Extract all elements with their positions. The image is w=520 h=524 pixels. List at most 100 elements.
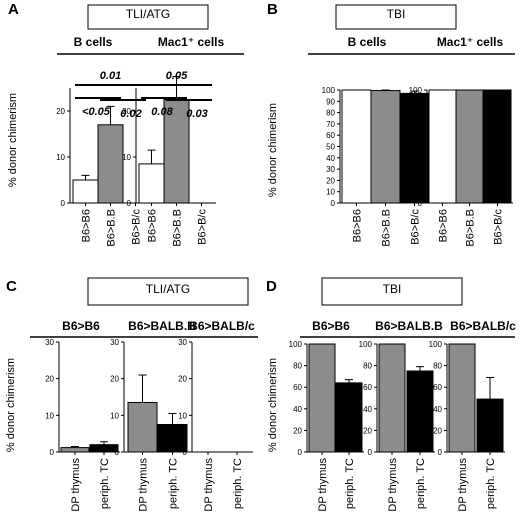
y-tick-label: 90 xyxy=(326,97,335,106)
p-value-label: 0.08 xyxy=(151,106,173,118)
y-axis-label: % donor chimerism xyxy=(5,358,17,452)
group-label: B6>BALB/c xyxy=(450,319,516,333)
x-tick-label: B6>B/c xyxy=(131,209,143,245)
x-tick-label: B6>B.B xyxy=(381,209,393,247)
x-tick-label: periph. TC xyxy=(168,458,180,509)
y-axis-label: % donor chimerism xyxy=(7,93,19,187)
x-tick-label: B6>B6 xyxy=(147,209,159,242)
y-tick-label: 0 xyxy=(418,199,423,208)
y-tick-label: 0 xyxy=(115,448,120,457)
y-tick-label: 80 xyxy=(413,109,422,118)
bar xyxy=(138,163,165,204)
y-tick-label: 80 xyxy=(433,362,442,371)
x-tick-label: B6>B/c xyxy=(493,209,505,245)
y-tick-label: 10 xyxy=(178,411,187,420)
panel-title: TLI/ATG xyxy=(146,282,190,296)
y-tick-label: 30 xyxy=(110,338,119,347)
y-tick-label: 10 xyxy=(110,411,119,420)
panel-label: D xyxy=(266,278,277,295)
panel-A: A TLI/ATG % donor chimerism B cells 0 10 20 B6>… xyxy=(7,1,244,247)
y-tick-label: 0 xyxy=(438,448,443,457)
x-tick-label: periph. TC xyxy=(415,458,427,509)
bar xyxy=(406,370,434,453)
group-label: B cells xyxy=(74,35,113,49)
bar xyxy=(476,398,504,453)
x-tick-label: DP thymus xyxy=(387,458,399,512)
bar xyxy=(60,447,90,453)
subplot-1: B6>B6 0 20 40 60 80 100 DP thymus periph. TC xyxy=(289,319,364,512)
y-tick-label: 20 xyxy=(178,375,187,384)
bar xyxy=(127,402,158,453)
bar xyxy=(448,343,476,453)
p-value-label: 0.03 xyxy=(186,108,207,120)
bar xyxy=(335,382,363,453)
group-label: Mac1⁺ cells xyxy=(158,35,225,49)
y-tick-label: 0 xyxy=(61,199,66,208)
panel-label: B xyxy=(267,1,278,18)
subplot-2: B6>BALB.B 0 20 40 60 80 100 DP thymus periph. TC xyxy=(359,319,444,512)
bar xyxy=(428,89,457,204)
panel-title: TBI xyxy=(383,282,402,296)
y-tick-label: 20 xyxy=(326,176,335,185)
y-axis-label: % donor chimerism xyxy=(267,103,279,197)
title-box xyxy=(87,4,209,30)
y-tick-label: 40 xyxy=(293,405,302,414)
y-tick-label: 0 xyxy=(127,199,132,208)
y-tick-label: 10 xyxy=(326,188,335,197)
p-value-label: 0.01 xyxy=(100,70,121,82)
x-tick-label: B6>B6 xyxy=(352,209,364,242)
y-tick-label: 30 xyxy=(178,338,187,347)
panel-C: C TLI/ATG % donor chimerism B6>B6 0 10 20 30 DP … xyxy=(5,277,258,512)
x-tick-label: periph. TC xyxy=(232,458,244,509)
y-tick-label: 100 xyxy=(359,340,373,349)
y-tick-label: 30 xyxy=(413,165,422,174)
y-tick-label: 20 xyxy=(413,176,422,185)
p-value-label: 0.05 xyxy=(166,70,188,82)
x-tick-label: B6>B/c xyxy=(197,209,209,245)
x-tick-label: periph. TC xyxy=(344,458,356,509)
panel-title: TLI/ATG xyxy=(126,7,170,21)
x-tick-label: DP thymus xyxy=(457,458,469,512)
subplot-2: Mac1⁺ cells 0 10 20 30 40 50 60 70 80 90 100 B6>B6 B6… xyxy=(409,35,513,247)
y-tick-label: 60 xyxy=(363,383,372,392)
bar xyxy=(378,343,406,453)
panel-title: TBI xyxy=(387,7,406,21)
y-tick-label: 10 xyxy=(122,153,131,162)
y-tick-label: 20 xyxy=(363,426,372,435)
y-tick-label: 0 xyxy=(50,448,55,457)
y-tick-label: 60 xyxy=(433,383,442,392)
title-box xyxy=(87,277,249,306)
y-tick-label: 80 xyxy=(363,362,372,371)
title-box xyxy=(321,277,463,306)
y-tick-label: 60 xyxy=(293,383,302,392)
y-tick-label: 60 xyxy=(326,131,335,140)
bar xyxy=(308,343,336,453)
x-tick-label: B6>B.B xyxy=(106,209,118,247)
group-label: B6>B6 xyxy=(312,319,350,333)
y-tick-label: 20 xyxy=(45,375,54,384)
group-label: B6>BALB.B xyxy=(128,319,196,333)
y-tick-label: 20 xyxy=(122,107,131,116)
subplot-1: B6>B6 0 10 20 30 DP thymus periph. TC xyxy=(45,319,120,512)
y-tick-label: 100 xyxy=(322,86,336,95)
y-tick-label: 30 xyxy=(326,165,335,174)
y-tick-label: 20 xyxy=(56,107,65,116)
group-label: B6>B6 xyxy=(62,319,100,333)
y-tick-label: 20 xyxy=(293,426,302,435)
y-tick-label: 80 xyxy=(326,109,335,118)
y-tick-label: 40 xyxy=(413,154,422,163)
y-tick-label: 90 xyxy=(413,97,422,106)
y-tick-label: 40 xyxy=(326,154,335,163)
x-tick-label: DP thymus xyxy=(203,458,215,512)
y-tick-label: 50 xyxy=(413,143,422,152)
bar xyxy=(455,89,484,204)
group-label: Mac1⁺ cells xyxy=(437,35,504,49)
y-tick-label: 10 xyxy=(56,153,65,162)
x-tick-label: B6>B.B xyxy=(172,209,184,247)
y-tick-label: 100 xyxy=(289,340,303,349)
bar xyxy=(483,89,512,204)
x-tick-label: periph. TC xyxy=(485,458,497,509)
y-tick-label: 10 xyxy=(45,411,54,420)
